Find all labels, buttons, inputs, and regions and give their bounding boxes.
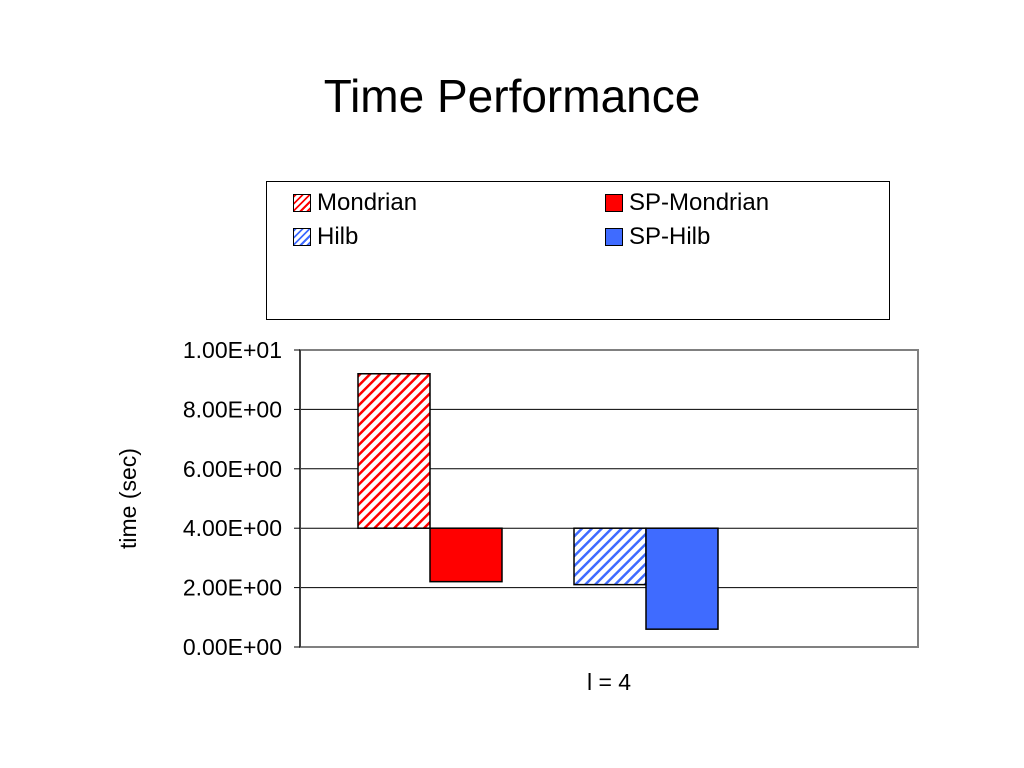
y-tick-label: 0.00E+00 xyxy=(183,634,282,660)
legend-swatch-sp-mondrian xyxy=(605,194,623,212)
legend-label-mondrian: Mondrian xyxy=(317,189,418,216)
bars xyxy=(357,373,719,630)
y-tick-label: 2.00E+00 xyxy=(183,575,282,601)
legend-swatch-sp-hilb xyxy=(605,228,623,246)
bar-sp-mondrian xyxy=(429,527,503,583)
bar-sp-hilb xyxy=(645,527,719,630)
y-tick-label: 1.00E+01 xyxy=(183,337,282,363)
bar-hilb xyxy=(573,527,647,586)
legend-swatch-hilb xyxy=(293,228,311,246)
legend-item-hilb: Hilb xyxy=(293,223,358,251)
y-axis-title: time (sec) xyxy=(115,448,141,549)
x-category-label: l = 4 xyxy=(587,669,631,695)
bar-mondrian xyxy=(357,373,431,529)
chart-legend: Mondrian SP-Mondrian Hilb SP-Hilb xyxy=(266,181,890,320)
legend-item-sp-mondrian: SP-Mondrian xyxy=(605,189,769,217)
legend-label-sp-mondrian: SP-Mondrian xyxy=(629,189,770,216)
legend-item-sp-hilb: SP-Hilb xyxy=(605,223,710,251)
y-axis: 0.00E+00 2.00E+00 4.00E+00 6.00E+00 8.00E+00… xyxy=(183,337,301,660)
legend-item-mondrian: Mondrian xyxy=(293,189,417,217)
legend-swatch-mondrian xyxy=(293,194,311,212)
y-tick-label: 8.00E+00 xyxy=(183,396,282,422)
slide-title: Time Performance xyxy=(323,70,701,122)
legend-label-sp-hilb: SP-Hilb xyxy=(629,223,711,250)
y-tick-label: 6.00E+00 xyxy=(183,456,282,482)
y-tick-label: 4.00E+00 xyxy=(183,515,282,541)
legend-label-hilb: Hilb xyxy=(317,223,359,250)
